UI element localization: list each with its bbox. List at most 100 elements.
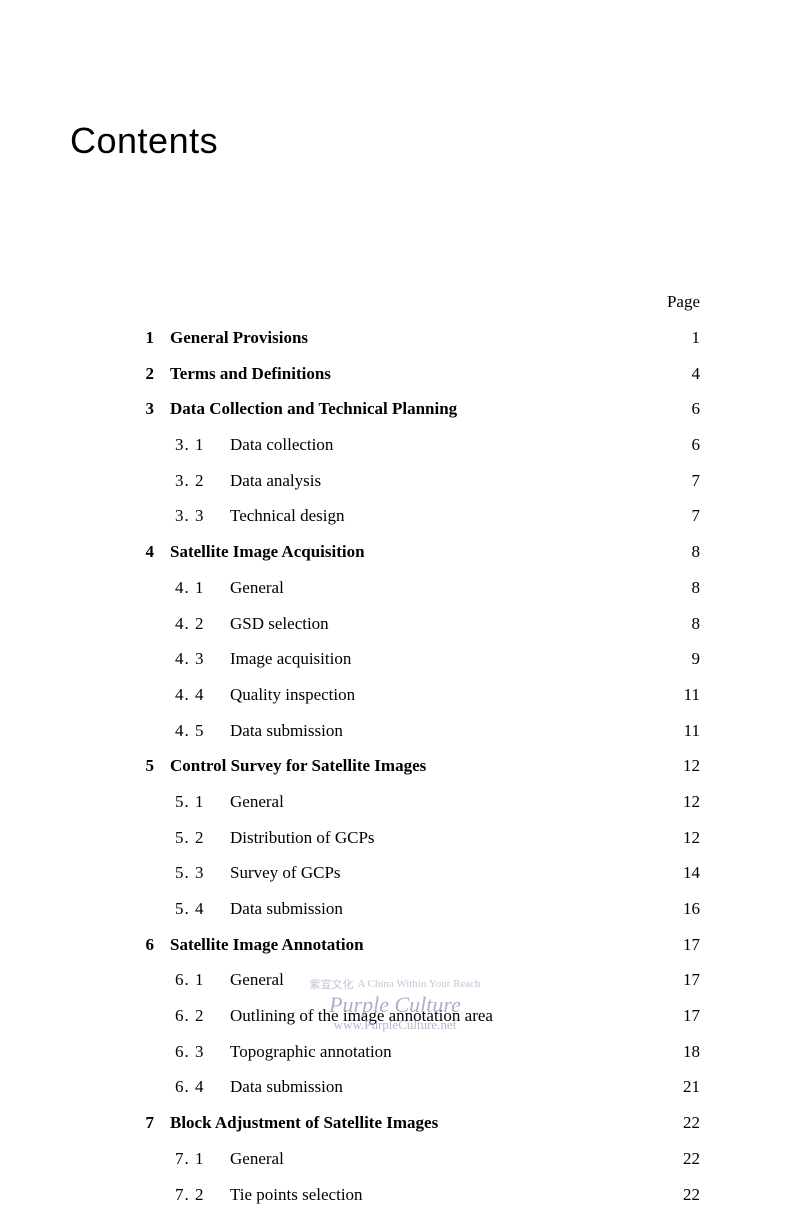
subsection-page: 6 — [660, 427, 700, 463]
subsection-number: 7. 1 — [70, 1141, 230, 1177]
chapter-number: 7 — [70, 1105, 170, 1141]
subsection-row: 4. 1General8 — [70, 570, 700, 606]
subsection-page: 22 — [660, 1177, 700, 1212]
subsection-title: GSD selection — [230, 606, 660, 642]
subsection-row: 3. 1Data collection6 — [70, 427, 700, 463]
subsection-row: 6. 2Outlining of the image annotation ar… — [70, 998, 700, 1034]
subsection-page: 17 — [660, 998, 700, 1034]
chapter-title: General Provisions — [170, 320, 660, 356]
chapter-title: Terms and Definitions — [170, 356, 660, 392]
subsection-title: Image acquisition — [230, 641, 660, 677]
chapter-number: 3 — [70, 391, 170, 427]
subsection-number: 5. 4 — [70, 891, 230, 927]
subsection-number: 4. 5 — [70, 713, 230, 749]
chapter-number: 1 — [70, 320, 170, 356]
subsection-title: Data submission — [230, 1069, 660, 1105]
subsection-page: 11 — [660, 677, 700, 713]
chapter-number: 5 — [70, 748, 170, 784]
chapter-row: 7Block Adjustment of Satellite Images22 — [70, 1105, 700, 1141]
subsection-page: 7 — [660, 463, 700, 499]
chapter-title: Block Adjustment of Satellite Images — [170, 1105, 660, 1141]
subsection-number: 6. 4 — [70, 1069, 230, 1105]
subsection-row: 3. 2Data analysis7 — [70, 463, 700, 499]
subsection-number: 5. 1 — [70, 784, 230, 820]
subsection-number: 4. 2 — [70, 606, 230, 642]
chapter-row: 3Data Collection and Technical Planning6 — [70, 391, 700, 427]
subsection-title: General — [230, 570, 660, 606]
chapter-row: 2Terms and Definitions4 — [70, 356, 700, 392]
subsection-page: 17 — [660, 962, 700, 998]
chapter-title: Satellite Image Acquisition — [170, 534, 660, 570]
subsection-number: 3. 1 — [70, 427, 230, 463]
subsection-number: 4. 1 — [70, 570, 230, 606]
subsection-row: 4. 3Image acquisition9 — [70, 641, 700, 677]
chapter-row: 5Control Survey for Satellite Images12 — [70, 748, 700, 784]
subsection-title: Outlining of the image annotation area — [230, 998, 660, 1034]
subsection-row: 6. 4Data submission21 — [70, 1069, 700, 1105]
subsection-title: Distribution of GCPs — [230, 820, 660, 856]
subsection-number: 3. 3 — [70, 498, 230, 534]
subsection-title: Technical design — [230, 498, 660, 534]
subsection-title: Topographic annotation — [230, 1034, 660, 1070]
subsection-title: Survey of GCPs — [230, 855, 660, 891]
subsection-title: General — [230, 1141, 660, 1177]
subsection-row: 6. 1General17 — [70, 962, 700, 998]
page-column-header: Page — [70, 292, 700, 312]
subsection-row: 4. 4Quality inspection11 — [70, 677, 700, 713]
subsection-page: 12 — [660, 820, 700, 856]
table-of-contents: 1General Provisions12Terms and Definitio… — [70, 320, 700, 1212]
subsection-row: 5. 1General12 — [70, 784, 700, 820]
subsection-page: 8 — [660, 606, 700, 642]
subsection-number: 6. 2 — [70, 998, 230, 1034]
subsection-page: 16 — [660, 891, 700, 927]
subsection-number: 5. 3 — [70, 855, 230, 891]
subsection-page: 7 — [660, 498, 700, 534]
subsection-title: Data collection — [230, 427, 660, 463]
subsection-number: 6. 1 — [70, 962, 230, 998]
subsection-title: General — [230, 962, 660, 998]
subsection-row: 5. 4Data submission16 — [70, 891, 700, 927]
chapter-number: 4 — [70, 534, 170, 570]
chapter-title: Satellite Image Annotation — [170, 927, 660, 963]
chapter-title: Data Collection and Technical Planning — [170, 391, 660, 427]
subsection-page: 14 — [660, 855, 700, 891]
subsection-page: 21 — [660, 1069, 700, 1105]
subsection-row: 5. 3Survey of GCPs14 — [70, 855, 700, 891]
subsection-number: 3. 2 — [70, 463, 230, 499]
subsection-title: Data analysis — [230, 463, 660, 499]
chapter-number: 6 — [70, 927, 170, 963]
subsection-page: 8 — [660, 570, 700, 606]
chapter-number: 2 — [70, 356, 170, 392]
subsection-number: 4. 4 — [70, 677, 230, 713]
subsection-row: 6. 3Topographic annotation18 — [70, 1034, 700, 1070]
subsection-page: 22 — [660, 1141, 700, 1177]
subsection-number: 4. 3 — [70, 641, 230, 677]
chapter-row: 6Satellite Image Annotation17 — [70, 927, 700, 963]
subsection-number: 5. 2 — [70, 820, 230, 856]
subsection-page: 9 — [660, 641, 700, 677]
chapter-page: 8 — [660, 534, 700, 570]
chapter-row: 1General Provisions1 — [70, 320, 700, 356]
subsection-row: 3. 3Technical design7 — [70, 498, 700, 534]
subsection-page: 11 — [660, 713, 700, 749]
subsection-number: 7. 2 — [70, 1177, 230, 1212]
subsection-title: Tie points selection — [230, 1177, 660, 1212]
chapter-title: Control Survey for Satellite Images — [170, 748, 660, 784]
subsection-number: 6. 3 — [70, 1034, 230, 1070]
contents-title: Contents — [70, 120, 700, 162]
subsection-row: 7. 1General22 — [70, 1141, 700, 1177]
chapter-page: 17 — [660, 927, 700, 963]
subsection-page: 18 — [660, 1034, 700, 1070]
chapter-row: 4Satellite Image Acquisition8 — [70, 534, 700, 570]
subsection-title: Data submission — [230, 713, 660, 749]
chapter-page: 12 — [660, 748, 700, 784]
subsection-title: Data submission — [230, 891, 660, 927]
subsection-row: 5. 2Distribution of GCPs12 — [70, 820, 700, 856]
chapter-page: 22 — [660, 1105, 700, 1141]
subsection-title: Quality inspection — [230, 677, 660, 713]
subsection-page: 12 — [660, 784, 700, 820]
chapter-page: 1 — [660, 320, 700, 356]
subsection-row: 4. 2GSD selection8 — [70, 606, 700, 642]
subsection-row: 7. 2Tie points selection22 — [70, 1177, 700, 1212]
chapter-page: 4 — [660, 356, 700, 392]
